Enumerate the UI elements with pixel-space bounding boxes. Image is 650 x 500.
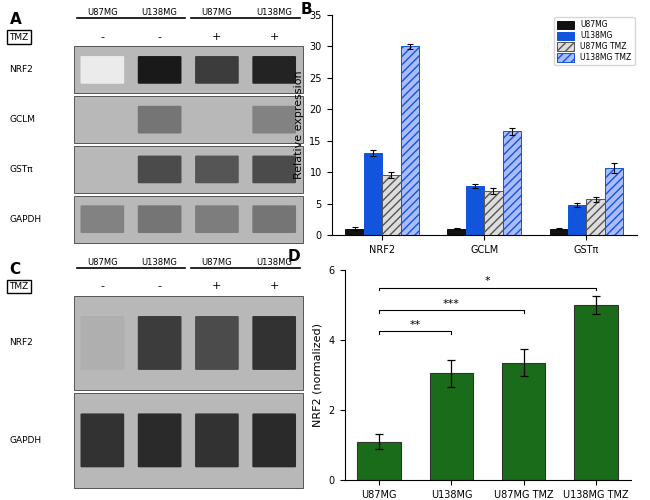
- Bar: [430, 373, 473, 480]
- Text: +: +: [213, 282, 222, 292]
- Text: +: +: [270, 282, 279, 292]
- Bar: [604, 168, 623, 235]
- FancyBboxPatch shape: [195, 206, 239, 233]
- Text: NRF2: NRF2: [10, 66, 33, 74]
- FancyBboxPatch shape: [195, 414, 239, 468]
- Text: ***: ***: [443, 299, 460, 309]
- Text: U138MG: U138MG: [256, 258, 292, 267]
- Bar: [73, 393, 303, 488]
- Text: GCLM: GCLM: [10, 115, 36, 124]
- Text: U138MG: U138MG: [142, 8, 177, 17]
- Text: B: B: [301, 2, 313, 17]
- Text: NRF2: NRF2: [10, 338, 33, 347]
- FancyBboxPatch shape: [252, 206, 296, 233]
- Bar: [400, 46, 419, 235]
- FancyBboxPatch shape: [252, 156, 296, 184]
- Text: U87MG: U87MG: [87, 258, 118, 267]
- Text: *: *: [485, 276, 490, 286]
- Text: A: A: [10, 12, 21, 28]
- FancyBboxPatch shape: [81, 206, 124, 233]
- Bar: [73, 146, 303, 193]
- Text: TMZ: TMZ: [10, 32, 29, 42]
- FancyBboxPatch shape: [252, 56, 296, 84]
- Bar: [73, 96, 303, 143]
- Bar: [568, 205, 586, 235]
- FancyBboxPatch shape: [138, 156, 181, 184]
- Bar: [364, 154, 382, 235]
- FancyBboxPatch shape: [81, 316, 124, 370]
- Bar: [586, 199, 605, 235]
- Text: -: -: [100, 282, 105, 292]
- Bar: [73, 296, 303, 390]
- Bar: [382, 176, 400, 235]
- Bar: [447, 228, 466, 235]
- Text: U87MG: U87MG: [202, 8, 232, 17]
- Text: GAPDH: GAPDH: [10, 214, 42, 224]
- FancyBboxPatch shape: [138, 414, 181, 468]
- Text: -: -: [158, 282, 162, 292]
- Text: **: **: [410, 320, 421, 330]
- Bar: [484, 191, 502, 235]
- FancyBboxPatch shape: [138, 106, 181, 134]
- Bar: [550, 228, 568, 235]
- Y-axis label: NRF2 (normalized): NRF2 (normalized): [313, 323, 323, 427]
- Text: U87MG: U87MG: [87, 8, 118, 17]
- FancyBboxPatch shape: [252, 414, 296, 468]
- Text: U138MG: U138MG: [142, 258, 177, 267]
- Text: U87MG: U87MG: [202, 258, 232, 267]
- FancyBboxPatch shape: [252, 106, 296, 134]
- FancyBboxPatch shape: [195, 56, 239, 84]
- Bar: [466, 186, 484, 235]
- FancyBboxPatch shape: [138, 206, 181, 233]
- FancyBboxPatch shape: [138, 316, 181, 370]
- Text: TMZ: TMZ: [10, 282, 29, 291]
- FancyBboxPatch shape: [81, 56, 124, 84]
- Y-axis label: Relative expression: Relative expression: [294, 70, 304, 180]
- Bar: [358, 442, 401, 480]
- FancyBboxPatch shape: [252, 316, 296, 370]
- Bar: [502, 363, 545, 480]
- Legend: U87MG, U138MG, U87MG TMZ, U138MG TMZ: U87MG, U138MG, U87MG TMZ, U138MG TMZ: [554, 18, 634, 65]
- Text: -: -: [100, 32, 105, 42]
- Bar: [502, 132, 521, 235]
- Text: +: +: [213, 32, 222, 42]
- Bar: [345, 228, 364, 235]
- Bar: [73, 46, 303, 94]
- Text: GAPDH: GAPDH: [10, 436, 42, 445]
- Text: GSTπ: GSTπ: [10, 165, 33, 174]
- FancyBboxPatch shape: [138, 56, 181, 84]
- Text: +: +: [270, 32, 279, 42]
- Text: -: -: [158, 32, 162, 42]
- Bar: [73, 196, 303, 242]
- Text: U138MG: U138MG: [256, 8, 292, 17]
- FancyBboxPatch shape: [81, 414, 124, 468]
- FancyBboxPatch shape: [195, 156, 239, 184]
- Text: C: C: [10, 262, 21, 278]
- Text: D: D: [287, 249, 300, 264]
- FancyBboxPatch shape: [195, 316, 239, 370]
- Bar: [574, 305, 618, 480]
